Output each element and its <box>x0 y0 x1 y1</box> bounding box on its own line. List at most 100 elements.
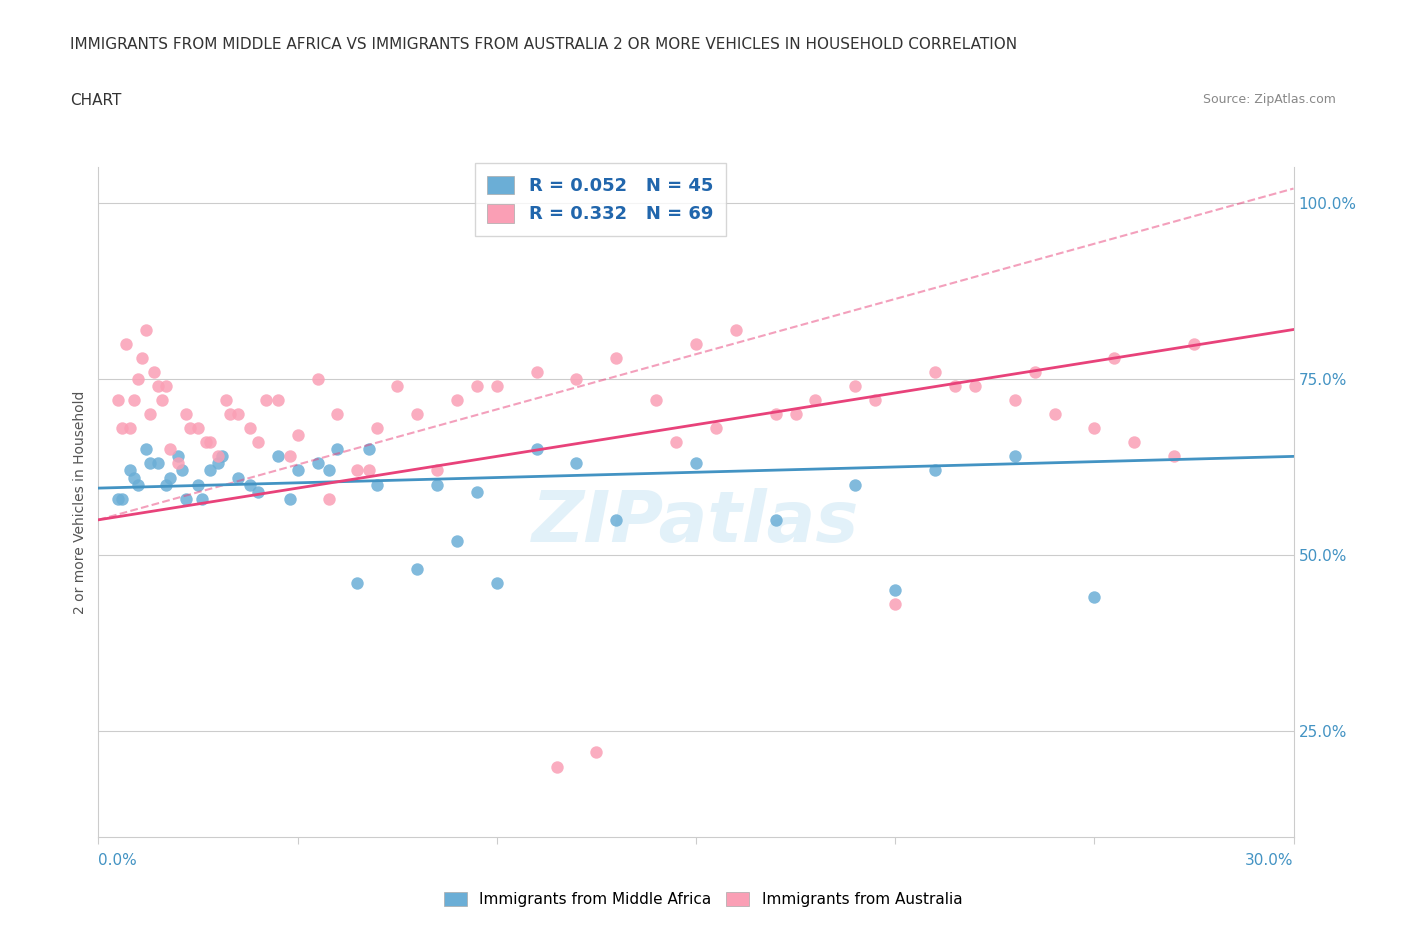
Point <box>155 379 177 393</box>
Text: 30.0%: 30.0% <box>1246 853 1294 868</box>
Point <box>226 470 249 485</box>
Point <box>287 428 309 443</box>
Point <box>135 442 157 457</box>
Point <box>111 491 134 506</box>
Point <box>1083 590 1105 604</box>
Text: IMMIGRANTS FROM MIDDLE AFRICA VS IMMIGRANTS FROM AUSTRALIA 2 OR MORE VEHICLES IN: IMMIGRANTS FROM MIDDLE AFRICA VS IMMIGRA… <box>70 37 1018 52</box>
Point <box>318 491 340 506</box>
Point <box>685 456 707 471</box>
Point <box>159 442 181 457</box>
Point <box>765 406 787 421</box>
Point <box>1182 336 1205 351</box>
Point <box>326 406 349 421</box>
Point <box>278 491 301 506</box>
Point <box>426 463 449 478</box>
Point <box>346 463 368 478</box>
Point <box>346 576 368 591</box>
Point <box>1024 365 1046 379</box>
Point <box>546 759 568 774</box>
Text: CHART: CHART <box>70 93 122 108</box>
Point <box>195 435 218 450</box>
Y-axis label: 2 or more Vehicles in Household: 2 or more Vehicles in Household <box>73 391 87 614</box>
Point <box>446 534 468 549</box>
Point <box>198 463 221 478</box>
Point <box>267 392 290 407</box>
Point <box>254 392 277 407</box>
Point <box>215 392 238 407</box>
Point <box>174 491 197 506</box>
Point <box>605 351 627 365</box>
Point <box>844 379 866 393</box>
Point <box>318 463 340 478</box>
Point <box>135 322 157 337</box>
Point <box>465 379 488 393</box>
Point <box>211 449 233 464</box>
Point <box>148 456 170 471</box>
Point <box>278 449 301 464</box>
Point <box>785 406 807 421</box>
Point <box>326 442 349 457</box>
Point <box>1004 449 1026 464</box>
Point <box>267 449 290 464</box>
Point <box>844 477 866 492</box>
Point <box>863 392 887 407</box>
Point <box>287 463 309 478</box>
Text: 0.0%: 0.0% <box>98 853 138 868</box>
Point <box>685 336 707 351</box>
Point <box>124 470 146 485</box>
Point <box>159 470 181 485</box>
Point <box>924 463 946 478</box>
Point <box>143 365 166 379</box>
Point <box>148 379 170 393</box>
Point <box>724 322 747 337</box>
Point <box>884 597 907 612</box>
Point <box>107 392 129 407</box>
Point <box>485 576 508 591</box>
Text: ZIPatlas: ZIPatlas <box>533 488 859 557</box>
Point <box>366 477 388 492</box>
Point <box>884 583 907 598</box>
Point <box>246 435 269 450</box>
Point <box>1123 435 1146 450</box>
Text: Source: ZipAtlas.com: Source: ZipAtlas.com <box>1202 93 1336 106</box>
Point <box>111 420 134 435</box>
Point <box>246 485 269 499</box>
Point <box>307 456 329 471</box>
Point <box>605 512 627 527</box>
Point <box>307 371 329 386</box>
Point <box>565 371 588 386</box>
Point <box>645 392 668 407</box>
Legend: Immigrants from Middle Africa, Immigrants from Australia: Immigrants from Middle Africa, Immigrant… <box>437 885 969 913</box>
Point <box>765 512 787 527</box>
Point <box>167 449 190 464</box>
Point <box>207 456 229 471</box>
Point <box>485 379 508 393</box>
Point <box>127 477 149 492</box>
Point <box>127 371 149 386</box>
Point <box>139 406 162 421</box>
Point <box>179 420 201 435</box>
Point <box>385 379 409 393</box>
Point <box>804 392 827 407</box>
Point <box>924 365 946 379</box>
Point <box>191 491 214 506</box>
Point <box>526 442 548 457</box>
Legend: R = 0.052   N = 45, R = 0.332   N = 69: R = 0.052 N = 45, R = 0.332 N = 69 <box>475 163 725 236</box>
Point <box>219 406 242 421</box>
Point <box>1004 392 1026 407</box>
Point <box>120 420 142 435</box>
Point <box>187 477 209 492</box>
Point <box>120 463 142 478</box>
Point <box>167 456 190 471</box>
Point <box>366 420 388 435</box>
Point <box>1083 420 1105 435</box>
Point <box>198 435 221 450</box>
Point <box>207 449 229 464</box>
Point <box>565 456 588 471</box>
Point <box>226 406 249 421</box>
Point <box>406 562 429 577</box>
Point <box>406 406 429 421</box>
Point <box>585 745 607 760</box>
Point <box>150 392 173 407</box>
Point <box>239 420 262 435</box>
